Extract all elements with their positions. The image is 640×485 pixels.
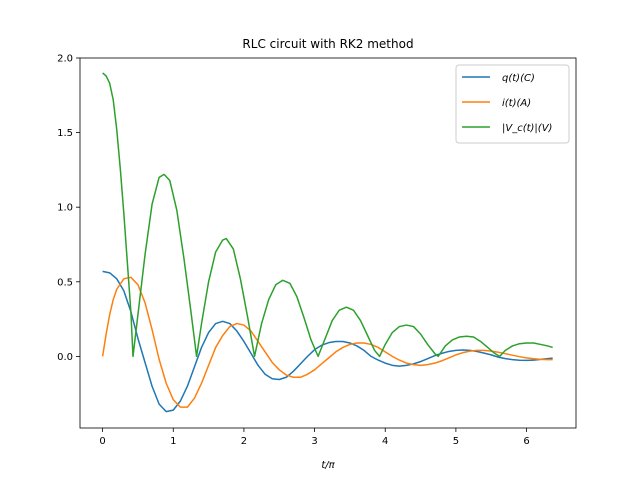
legend-frame (455, 64, 570, 144)
y-tick-label: 0.0 (57, 352, 73, 363)
ticks-layer: 0 1 2 3 4 5 6 0.0 0.5 1.0 1.5 2.0 (57, 54, 577, 447)
x-tick-label: 0 (99, 436, 105, 447)
axes-frame (79, 57, 577, 429)
series-line-3 (102, 72, 553, 358)
y-tick-label: 0.5 (57, 277, 73, 288)
x-tick-label: 5 (453, 436, 459, 447)
y-tick-label: 1.0 (57, 203, 73, 214)
legend-entry-1: q(t)(C) (502, 73, 535, 84)
x-tick-label: 2 (241, 436, 247, 447)
chart-title: RLC circuit with RK2 method (242, 37, 413, 51)
x-tick-label: 3 (311, 436, 317, 447)
plot-area (101, 72, 553, 413)
legend-entry-2: i(t)(A) (502, 98, 531, 109)
x-tick-label: 4 (382, 436, 388, 447)
x-axis-label: t/π (321, 460, 335, 471)
series-line-2 (101, 276, 553, 408)
x-tick-label: 6 (523, 436, 529, 447)
y-tick-label: 1.5 (57, 128, 73, 139)
legend-entry-3: |V_c(t)|(V) (502, 123, 552, 134)
legend: q(t)(C) i(t)(A) |V_c(t)|(V) (455, 64, 570, 144)
y-tick-label: 2.0 (57, 54, 73, 65)
x-tick-label: 1 (170, 436, 176, 447)
